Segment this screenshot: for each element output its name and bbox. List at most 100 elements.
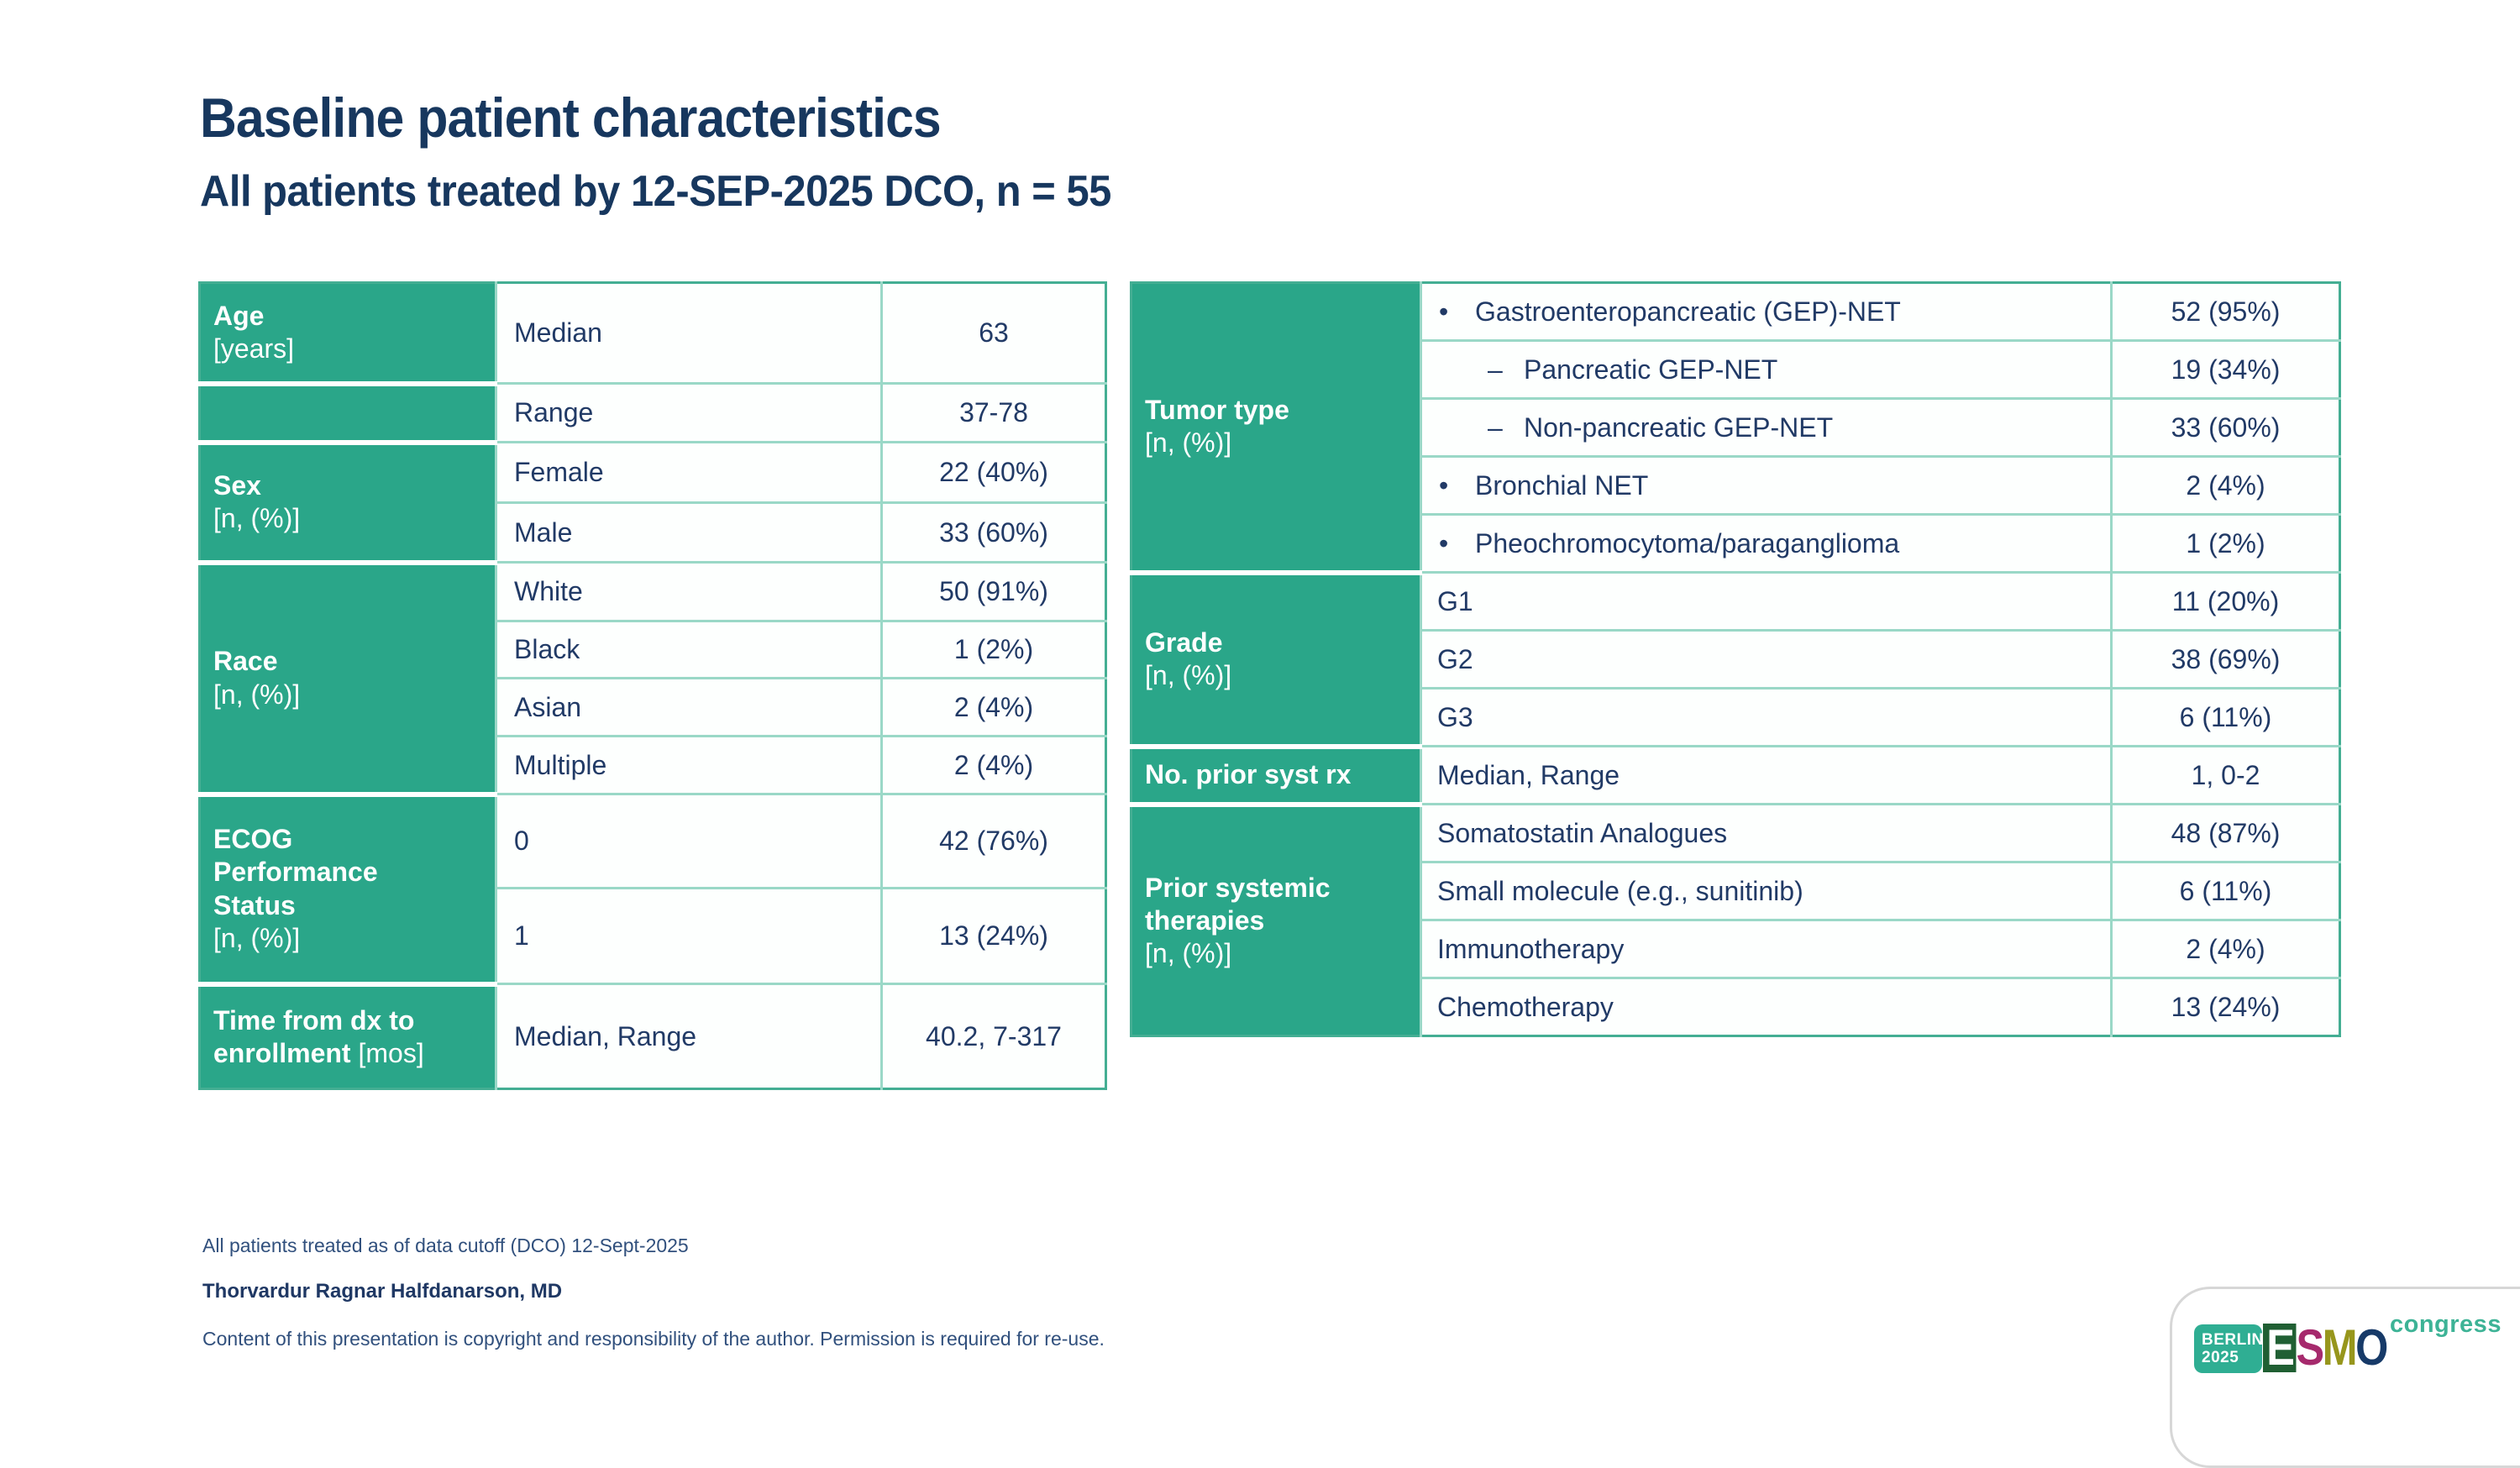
table-row: – Pancreatic GEP-NET 19 (34%) [1131, 339, 2340, 399]
group-unit: [n, (%)] [1145, 660, 1232, 690]
table-row: Age [years] Median 63 [199, 282, 1106, 384]
item-text: Pheochromocytoma/paraganglioma [1475, 527, 1900, 558]
group-header-age: Age [years] [199, 282, 496, 384]
table-row: No. prior syst rx Median, Range 1, 0-2 [1131, 743, 2340, 805]
group-title: Race [213, 646, 278, 677]
group-header-grade: Grade [n, (%)] [1131, 569, 1421, 747]
value-cell: 37-78 [880, 382, 1106, 443]
group-header-prior-therapies: Prior systemic therapies [n, (%)] [1131, 801, 1421, 1036]
param-cell: Female [495, 441, 882, 503]
table-row: G3 6 (11%) [1131, 687, 2340, 747]
table-row: Immunotherapy 2 (4%) [1131, 919, 2340, 978]
param-cell: Small molecule (e.g., sunitinib) [1420, 861, 2112, 920]
value-cell: 52 (95%) [2110, 282, 2340, 341]
esmo-logo: ESMO [2263, 1323, 2388, 1373]
param-cell: G1 [1420, 571, 2112, 631]
value-cell: 19 (34%) [2110, 339, 2340, 399]
author-name: Thorvardur Ragnar Halfdanarson, MD [202, 1280, 563, 1303]
table-row: G2 38 (69%) [1131, 629, 2340, 689]
value-cell: 2 (4%) [880, 735, 1106, 794]
group-header-prior-syst-rx: No. prior syst rx [1131, 743, 1421, 805]
value-cell: 11 (20%) [2110, 571, 2340, 631]
group-header-empty [199, 380, 496, 443]
param-cell: Chemotherapy [1420, 977, 2112, 1036]
value-cell: 2 (4%) [880, 677, 1106, 737]
group-unit: [n, (%)] [213, 922, 301, 953]
group-header-tumor-type: Tumor type [n, (%)] [1131, 282, 1421, 573]
group-unit: [years] [213, 333, 295, 364]
param-cell: Median, Range [1420, 745, 2112, 805]
value-cell: 63 [880, 282, 1106, 384]
param-cell: Somatostatin Analogues [1420, 803, 2112, 862]
data-cutoff-note: All patients treated as of data cutoff (… [202, 1235, 689, 1256]
group-header-ecog: ECOG Performance Status [n, (%)] [199, 791, 496, 984]
value-cell: 13 (24%) [880, 887, 1106, 984]
congress-label: congress [2390, 1311, 2502, 1338]
item-text: Pancreatic GEP-NET [1524, 354, 1778, 385]
group-unit: [n, (%)] [1145, 427, 1232, 459]
table-row: Asian 2 (4%) [200, 677, 1106, 737]
esmo-letter-e: E [2263, 1323, 2297, 1373]
table-row: Black 1 (2%) [200, 620, 1106, 679]
table-row: • Pheochromocytoma/paraganglioma 1 (2%) [1131, 513, 2340, 573]
value-cell: 22 (40%) [880, 441, 1106, 503]
value-cell: 40.2, 7-317 [880, 983, 1106, 1089]
group-title: Age [213, 300, 265, 331]
table-row: Range 37-78 [199, 380, 1106, 443]
dash-icon: – [1488, 412, 1503, 443]
esmo-letter-m: M [2322, 1319, 2358, 1376]
table-row: ECOG Performance Status [n, (%)] 0 42 (76… [199, 791, 1106, 984]
item-text: Non-pancreatic GEP-NET [1524, 412, 1834, 443]
param-cell: Multiple [495, 735, 882, 794]
copyright-notice: Content of this presentation is copyrigh… [202, 1328, 1105, 1350]
bullet-icon: • [1439, 527, 1449, 558]
page-title: Baseline patient characteristics [200, 87, 942, 149]
dash-icon: – [1488, 354, 1503, 385]
param-cell: Asian [495, 677, 882, 737]
param-cell: • Bronchial NET [1420, 455, 2112, 515]
value-cell: 1 (2%) [2110, 513, 2340, 573]
page-subtitle: All patients treated by 12-SEP-2025 DCO,… [200, 167, 1111, 216]
group-title: Time from dx to enrollment [213, 1004, 415, 1068]
value-cell: 1, 0-2 [2110, 745, 2340, 805]
bullet-icon: • [1439, 296, 1449, 327]
item-text: Gastroenteropancreatic (GEP)-NET [1475, 296, 1901, 327]
bullet-icon: • [1439, 469, 1449, 501]
group-header-sex: Sex [n, (%)] [199, 439, 496, 563]
value-cell: 2 (4%) [2110, 919, 2340, 978]
value-cell: 42 (76%) [880, 793, 1106, 889]
badge-year: 2025 [2202, 1349, 2239, 1366]
param-cell: G3 [1420, 687, 2112, 747]
group-header-race: Race [n, (%)] [199, 559, 496, 794]
group-title: Tumor type [1145, 395, 1289, 426]
table-row: 1 13 (24%) [200, 887, 1106, 984]
value-cell: 6 (11%) [2110, 687, 2340, 747]
param-cell: – Non-pancreatic GEP-NET [1420, 397, 2112, 457]
table-row: Prior systemic therapies [n, (%)] Somatos… [1131, 801, 2340, 1036]
table-row: Male 33 (60%) [200, 501, 1106, 563]
value-cell: 13 (24%) [2110, 977, 2340, 1036]
param-cell: Immunotherapy [1420, 919, 2112, 978]
group-title: Prior systemic therapies [1145, 872, 1331, 936]
value-cell: 33 (60%) [880, 501, 1106, 563]
value-cell: 48 (87%) [2110, 803, 2340, 862]
group-unit: [n, (%)] [213, 503, 301, 533]
table-row: Tumor type [n, (%)] • Gastroenteropancreat… [1131, 282, 2340, 573]
param-cell: • Pheochromocytoma/paraganglioma [1420, 513, 2112, 573]
param-cell: Male [495, 501, 882, 563]
value-cell: 6 (11%) [2110, 861, 2340, 920]
berlin-2025-badge: BERLIN 2025 [2194, 1324, 2264, 1373]
group-unit: [n, (%)] [1145, 937, 1232, 968]
table-row: Small molecule (e.g., sunitinib) 6 (11%) [1131, 861, 2340, 920]
table-row: Multiple 2 (4%) [200, 735, 1106, 794]
group-title: Sex [213, 469, 261, 501]
table-row: Sex [n, (%)] Female 22 (40%) [199, 439, 1106, 563]
list-item: • Gastroenteropancreatic (GEP)-NET [1437, 296, 2109, 328]
badge-city: BERLIN [2202, 1331, 2264, 1349]
disease-table: Tumor type [n, (%)] • Gastroenteropancreat… [1130, 281, 2341, 1037]
group-header-time-from-dx: Time from dx to enrollment [mos] [199, 981, 496, 1089]
group-title: Grade [1145, 627, 1223, 658]
param-cell: Median, Range [495, 983, 882, 1089]
table-row: Chemotherapy 13 (24%) [1131, 977, 2340, 1036]
list-item: – Non-pancreatic GEP-NET [1437, 412, 2109, 443]
